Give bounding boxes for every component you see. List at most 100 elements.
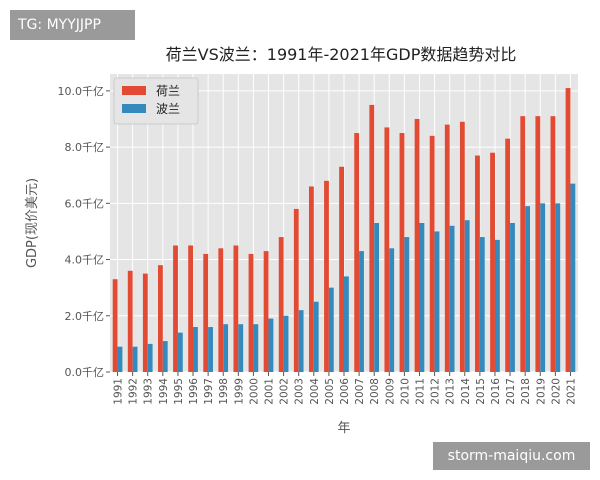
bar-poland-2011 xyxy=(419,223,425,372)
tag-label: TG: MYYJJPP xyxy=(10,10,135,40)
bar-poland-2010 xyxy=(404,237,410,372)
y-tick-label: 4.0千亿 xyxy=(65,254,105,267)
x-tick-label: 2007 xyxy=(354,378,366,405)
bar-poland-2002 xyxy=(283,315,289,372)
bar-netherlands-2000 xyxy=(248,253,254,372)
bar-netherlands-1998 xyxy=(218,248,224,372)
bar-netherlands-1996 xyxy=(188,245,194,372)
bar-poland-2003 xyxy=(298,310,304,372)
y-tick-label: 8.0千亿 xyxy=(65,141,105,154)
bar-poland-2014 xyxy=(464,220,470,372)
x-tick-label: 1996 xyxy=(188,378,200,405)
bar-poland-2017 xyxy=(510,223,515,372)
x-tick-label: 2008 xyxy=(369,378,381,405)
bar-netherlands-2015 xyxy=(475,155,480,372)
bar-poland-2019 xyxy=(540,203,546,372)
y-axis-label: GDP(现价美元) xyxy=(25,178,40,268)
bar-group xyxy=(112,88,576,372)
bar-poland-2009 xyxy=(389,248,395,372)
bar-poland-2016 xyxy=(494,239,500,372)
x-tick-label: 2018 xyxy=(520,378,532,405)
x-tick-label: 1998 xyxy=(218,378,230,405)
x-tick-label: 2001 xyxy=(264,378,276,405)
x-tick-label: 2021 xyxy=(565,378,577,405)
x-tick-label: 2012 xyxy=(430,378,442,405)
x-tick-label: 2000 xyxy=(248,378,260,405)
bar-poland-1999 xyxy=(238,324,244,372)
legend-label-poland: 波兰 xyxy=(156,102,180,116)
x-tick-label: 2016 xyxy=(490,378,502,405)
bar-netherlands-2005 xyxy=(324,180,329,372)
chart-title: 荷兰VS波兰：1991年-2021年GDP数据趋势对比 xyxy=(166,45,517,64)
x-ticks: 1991 1992 1993 1994 1995 1996 1997 1998 1999 2000… xyxy=(113,372,577,405)
legend: 荷兰 波兰 xyxy=(113,77,199,125)
bar-netherlands-2019 xyxy=(535,116,541,372)
y-tick-label: 2.0千亿 xyxy=(65,310,105,323)
bar-netherlands-2017 xyxy=(505,138,511,372)
x-tick-label: 2020 xyxy=(550,378,562,405)
x-tick-label: 2019 xyxy=(535,378,547,405)
bar-netherlands-1991 xyxy=(112,279,118,372)
x-tick-label: 2017 xyxy=(505,378,517,405)
bar-netherlands-1997 xyxy=(203,253,209,372)
legend-swatch-poland xyxy=(122,104,146,113)
bar-netherlands-2010 xyxy=(399,133,405,372)
x-axis-label: 年 xyxy=(337,421,350,436)
bar-netherlands-2012 xyxy=(429,135,435,372)
x-tick-label: 1994 xyxy=(158,378,170,405)
bar-poland-2007 xyxy=(359,251,364,372)
bar-netherlands-1995 xyxy=(173,245,178,372)
bar-poland-2008 xyxy=(374,223,380,372)
bar-netherlands-2002 xyxy=(278,237,284,372)
bar-netherlands-2006 xyxy=(339,166,344,372)
bar-poland-2012 xyxy=(434,231,440,372)
y-tick-label: 10.0千亿 xyxy=(58,85,105,98)
bar-poland-2013 xyxy=(449,225,455,372)
legend-label-netherlands: 荷兰 xyxy=(156,84,180,98)
bar-netherlands-2009 xyxy=(384,127,390,372)
bar-poland-1991 xyxy=(117,346,123,372)
bar-poland-1995 xyxy=(177,332,183,372)
bar-poland-2021 xyxy=(570,183,576,372)
x-tick-label: 2015 xyxy=(475,378,487,405)
x-tick-label: 1997 xyxy=(203,378,215,405)
bar-netherlands-1994 xyxy=(158,265,163,372)
x-tick-label: 1995 xyxy=(173,378,185,405)
bar-netherlands-2004 xyxy=(308,186,314,372)
bar-poland-1998 xyxy=(223,324,229,372)
x-tick-label: 1993 xyxy=(143,378,155,405)
x-tick-label: 2011 xyxy=(414,378,426,405)
bar-poland-2006 xyxy=(344,276,349,372)
bar-netherlands-2001 xyxy=(263,251,269,372)
bar-netherlands-1993 xyxy=(142,273,148,372)
bar-poland-2005 xyxy=(328,287,334,372)
x-tick-label: 2014 xyxy=(460,378,472,405)
bar-poland-2004 xyxy=(313,301,319,372)
bar-netherlands-2011 xyxy=(414,118,420,372)
y-tick-label: 6.0千亿 xyxy=(65,197,105,210)
bar-poland-2015 xyxy=(479,237,485,372)
bar-netherlands-2013 xyxy=(444,124,450,372)
x-tick-label: 2010 xyxy=(399,378,411,405)
bar-poland-1994 xyxy=(162,341,168,372)
bar-netherlands-2003 xyxy=(293,208,299,372)
y-ticks: 0.0千亿 2.0千亿 4.0千亿 6.0千亿 8.0千亿 10.0千亿 xyxy=(58,85,110,379)
x-tick-label: 2006 xyxy=(339,378,351,405)
x-tick-label: 2005 xyxy=(324,378,336,405)
x-tick-label: 1999 xyxy=(233,378,245,405)
bar-poland-1996 xyxy=(193,327,198,372)
bar-netherlands-2007 xyxy=(354,133,360,372)
bar-netherlands-2014 xyxy=(459,121,465,372)
bar-netherlands-2016 xyxy=(490,152,495,372)
bar-poland-2018 xyxy=(525,206,530,372)
bar-netherlands-2021 xyxy=(565,88,571,372)
legend-swatch-netherlands xyxy=(122,86,146,95)
x-tick-label: 1992 xyxy=(128,378,140,405)
bar-poland-1992 xyxy=(132,346,138,372)
bar-poland-2020 xyxy=(555,203,561,372)
watermark: storm-maiqiu.com xyxy=(433,442,590,470)
x-tick-label: 2003 xyxy=(294,378,306,405)
bar-poland-2001 xyxy=(268,318,274,372)
bar-poland-1997 xyxy=(208,327,213,372)
